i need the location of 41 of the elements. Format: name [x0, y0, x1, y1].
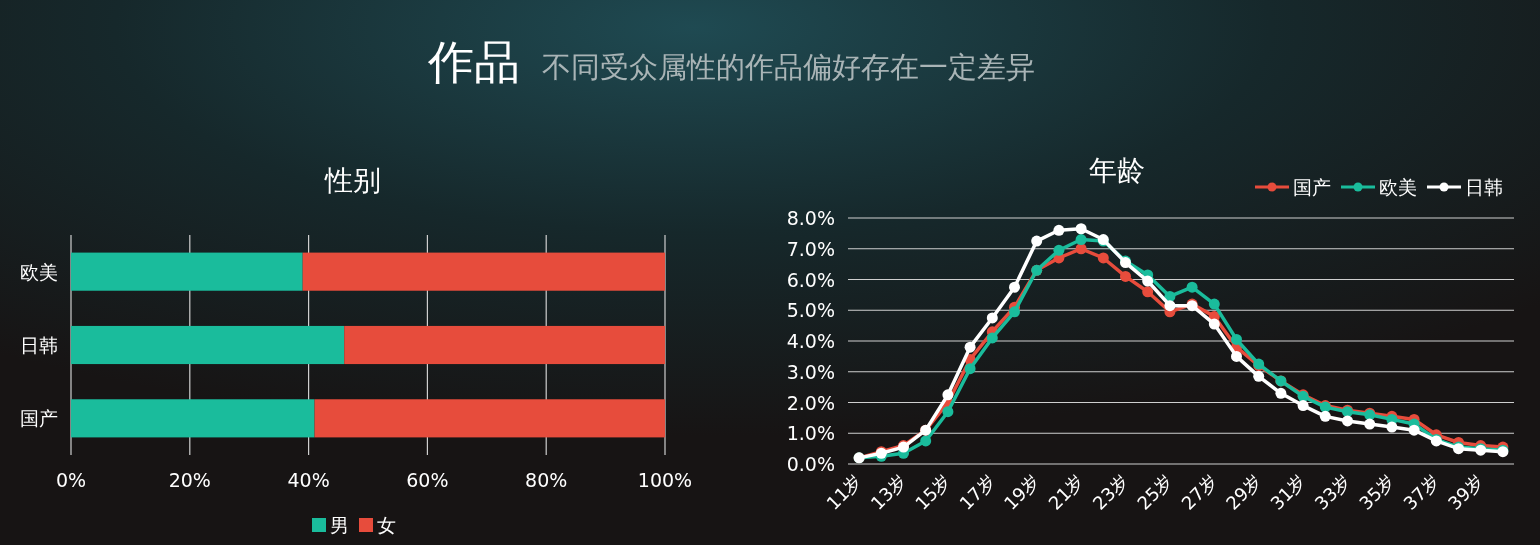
x-tick-label: 80%: [525, 469, 568, 491]
chart-title: 年龄: [1089, 154, 1145, 187]
y-tick-label: 欧美: [20, 260, 58, 283]
x-tick-label: 17岁: [955, 469, 1000, 514]
x-tick-label: 100%: [637, 469, 693, 491]
x-tick-label: 25岁: [1132, 469, 1177, 514]
legend-label: 男: [330, 514, 349, 536]
text: 不同受众属性的作品偏好存在一定差异: [542, 50, 1035, 84]
x-tick-label: 19岁: [999, 469, 1044, 514]
y-tick-label: 0.0%: [786, 453, 835, 475]
y-tick-label: 6.0%: [786, 268, 835, 291]
x-tick-label: 21岁: [1044, 469, 1088, 514]
y-tick-label: 7.0%: [786, 237, 835, 260]
x-tick-label: 20%: [168, 469, 211, 491]
x-tick-label: 13岁: [866, 469, 911, 514]
x-tick-label: 23岁: [1088, 469, 1133, 514]
x-tick-label: 15岁: [910, 469, 955, 514]
legend-label: 国产: [1293, 176, 1331, 198]
legend-label: 欧美: [1379, 176, 1417, 198]
chart-title: 性别: [324, 164, 381, 197]
y-tick-label: 3.0%: [786, 360, 835, 383]
x-tick-label: 60%: [406, 469, 449, 491]
y-tick-label: 8.0%: [786, 207, 835, 229]
y-tick-label: 国产: [20, 407, 58, 430]
y-tick-label: 5.0%: [786, 299, 835, 322]
y-tick-label: 2.0%: [786, 391, 835, 414]
y-tick-label: 日韩: [20, 334, 58, 356]
x-tick-label: 35岁: [1354, 469, 1399, 514]
x-tick-label: 29岁: [1221, 469, 1266, 514]
x-tick-label: 0%: [55, 469, 87, 491]
x-tick-label: 39岁: [1443, 469, 1488, 514]
x-tick-label: 33岁: [1310, 469, 1355, 514]
x-tick-label: 37岁: [1399, 469, 1444, 514]
y-tick-label: 1.0%: [786, 422, 835, 445]
text: 作品: [427, 35, 520, 89]
x-tick-label: 27岁: [1177, 469, 1222, 514]
legend-label: 日韩: [1465, 176, 1503, 198]
x-tick-label: 31岁: [1266, 469, 1310, 514]
y-tick-label: 4.0%: [786, 330, 835, 352]
x-tick-label: 40%: [287, 469, 330, 491]
legend-label: 女: [377, 514, 396, 536]
